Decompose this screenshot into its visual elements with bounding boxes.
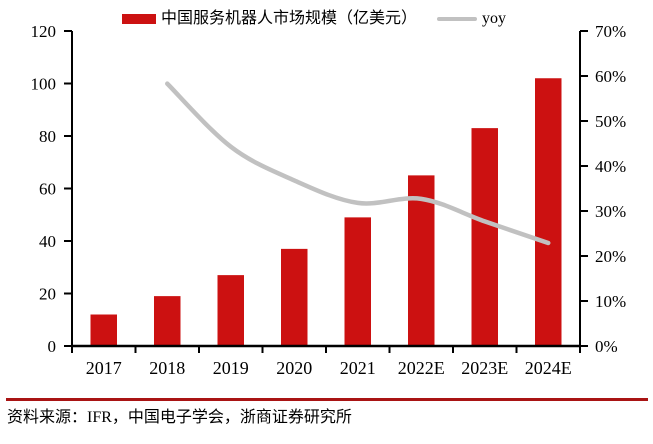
- y-right-tick-label: 10%: [595, 292, 626, 311]
- y-right-tick-label: 20%: [595, 247, 626, 266]
- y-left-tick-label: 0: [48, 337, 57, 356]
- x-axis-label: 2017: [86, 358, 122, 378]
- bar-2018: [154, 296, 181, 346]
- y-left-tick-label: 120: [31, 22, 57, 41]
- source-note: 资料来源：IFR，中国电子学会，浙商证券研究所: [7, 409, 352, 426]
- y-left-tick-label: 40: [39, 232, 56, 251]
- y-left-tick-label: 60: [39, 180, 56, 199]
- bar-2022E: [408, 175, 435, 346]
- y-right-tick-label: 30%: [595, 202, 626, 221]
- x-axis-label: 2024E: [525, 358, 572, 378]
- legend-item-market-size: 中国服务机器人市场规模（亿美元）: [122, 11, 417, 27]
- y-right-tick-label: 60%: [595, 67, 626, 86]
- bar-2024E: [535, 78, 562, 346]
- legend-bar-swatch: [122, 14, 156, 24]
- x-axis-label: 2022E: [398, 358, 445, 378]
- source-divider: [6, 398, 648, 401]
- legend-bar-label: 中国服务机器人市场规模（亿美元）: [161, 10, 418, 27]
- x-axis-label: 2023E: [461, 358, 508, 378]
- legend-line-swatch: [437, 17, 478, 21]
- chart-legend: 中国服务机器人市场规模（亿美元） yoy: [122, 6, 506, 32]
- y-right-tick-label: 50%: [595, 112, 626, 131]
- bar-2020: [281, 248, 308, 346]
- y-right-tick-label: 0%: [595, 337, 618, 356]
- x-axis-label: 2019: [213, 358, 249, 378]
- bar-2019: [217, 275, 244, 346]
- y-right-tick-label: 70%: [595, 22, 626, 41]
- x-axis-label: 2018: [149, 358, 185, 378]
- yoy-line: [165, 81, 551, 246]
- bar-2021: [344, 217, 371, 346]
- legend-line-label: yoy: [482, 10, 507, 27]
- x-axis-label: 2020: [276, 358, 312, 378]
- x-axis-label: 2021: [340, 358, 376, 378]
- bar-2023E: [471, 128, 498, 346]
- y-left-tick-label: 100: [31, 75, 57, 94]
- y-right-tick-label: 40%: [595, 157, 626, 176]
- y-left-tick-label: 80: [39, 127, 56, 146]
- chart-canvas: 0 20 40 60 80 100 120 0% 10% 20% 30% 40% 50% 60% 70% 20…: [31, 22, 627, 378]
- bar-2017: [90, 314, 117, 346]
- legend-item-yoy: yoy: [437, 11, 506, 27]
- y-left-tick-label: 20: [39, 285, 56, 304]
